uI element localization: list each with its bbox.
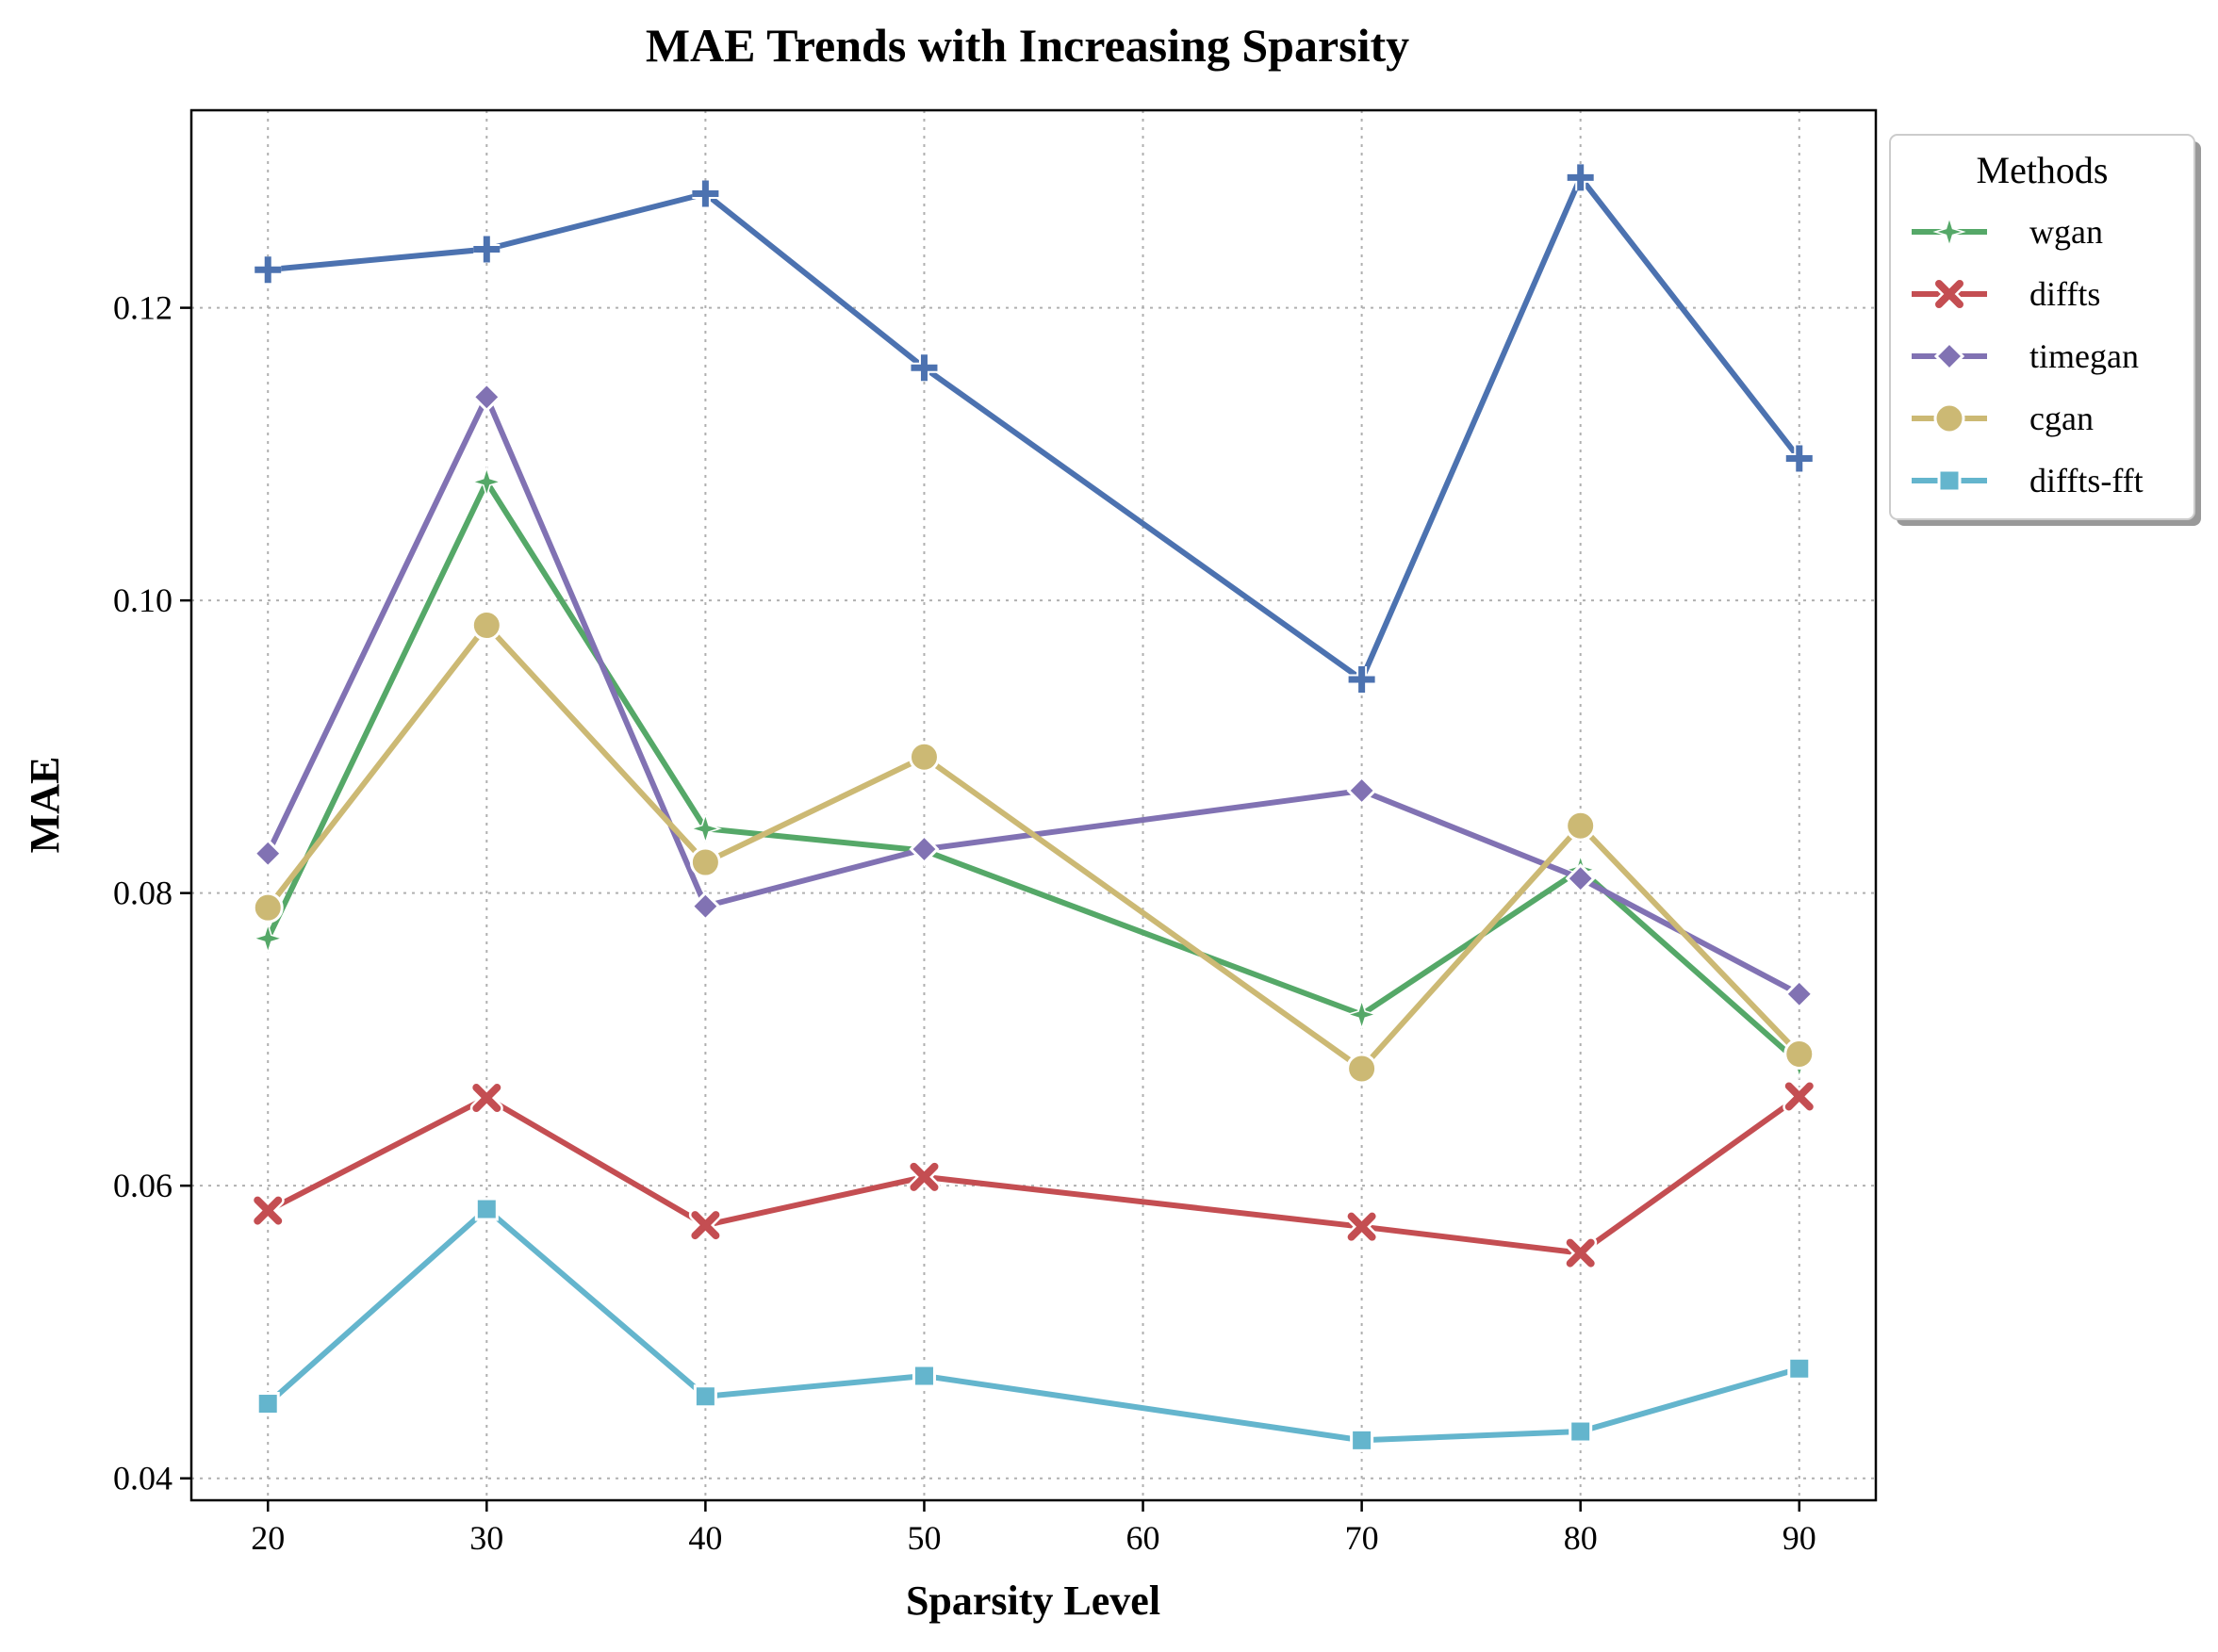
data-point-diffts-fft-5 <box>1569 1419 1593 1444</box>
data-point-wgan-2 <box>688 811 722 845</box>
x-axis-label: Sparsity Level <box>906 1578 1160 1624</box>
x-tick-label: 70 <box>1345 1519 1379 1557</box>
data-point-diffts-1 <box>469 1081 503 1115</box>
x-tick-label: 80 <box>1564 1519 1598 1557</box>
series-line-timegan <box>265 394 1802 997</box>
data-point-cgan-0 <box>252 891 284 924</box>
legend-item-timegan: timegan <box>1912 337 2139 375</box>
legend: Methods wgan diffts timegan cgan diffts-fft <box>1889 134 2201 526</box>
legend-label-cgan: cgan <box>2029 400 2094 437</box>
legend-marker-timegan <box>1933 340 1965 372</box>
data-point-diffts-5 <box>1564 1236 1598 1270</box>
data-point-cgan-4 <box>1346 1053 1378 1085</box>
legend-title: Methods <box>1977 149 2109 191</box>
data-point-cgan-3 <box>908 741 940 773</box>
y-tick-label: 0.10 <box>113 581 173 619</box>
data-point-timegan-1 <box>471 382 502 413</box>
chart-title: MAE Trends with Increasing Sparsity <box>646 19 1409 72</box>
legend-label-diffts: diffts <box>2029 275 2100 313</box>
data-point-diffts-fft-0 <box>255 1392 280 1416</box>
data-point-unlabeled-1 <box>473 236 501 263</box>
data-point-unlabeled-3 <box>911 354 938 382</box>
grid-lines <box>191 110 1876 1500</box>
data-point-diffts-0 <box>251 1194 285 1228</box>
data-point-timegan-0 <box>253 838 284 869</box>
series-diffts <box>251 1079 1816 1270</box>
legend-marker-diffts <box>1932 277 1966 311</box>
x-tick-label: 40 <box>688 1519 722 1557</box>
legend-item-wgan: wgan <box>1912 213 2103 251</box>
legend-label-diffts-fft: diffts-fft <box>2029 462 2144 499</box>
series-wgan <box>251 465 1816 1080</box>
y-tick-label: 0.08 <box>113 875 173 912</box>
data-point-unlabeled-4 <box>1348 665 1375 693</box>
series-unlabeled <box>255 164 1813 693</box>
data-point-diffts-fft-4 <box>1350 1428 1374 1452</box>
legend-item-diffts: diffts <box>1912 275 2100 313</box>
series-timegan <box>253 382 1815 1009</box>
data-point-timegan-4 <box>1346 775 1377 807</box>
data-point-cgan-1 <box>470 610 502 642</box>
data-point-timegan-2 <box>690 891 721 922</box>
legend-label-timegan: timegan <box>2029 337 2139 375</box>
data-point-timegan-5 <box>1565 863 1596 894</box>
legend-marker-cgan <box>1933 402 1965 434</box>
data-point-unlabeled-6 <box>1785 445 1813 472</box>
data-point-cgan-5 <box>1565 810 1597 842</box>
data-point-timegan-6 <box>1783 978 1815 1009</box>
legend-item-diffts-fft: diffts-fft <box>1912 462 2144 499</box>
x-tick-label: 30 <box>469 1519 503 1557</box>
data-point-wgan-4 <box>1345 997 1379 1032</box>
data-point-unlabeled-2 <box>692 180 719 207</box>
x-tick-label: 50 <box>907 1519 941 1557</box>
y-axis-label: MAE <box>22 757 68 854</box>
axis-ticks: 20 30 40 50 60 70 80 90 0.04 0.06 0.08 0.10 0.12 <box>113 289 1816 1557</box>
legend-label-wgan: wgan <box>2029 213 2103 251</box>
data-point-diffts-fft-6 <box>1787 1356 1812 1381</box>
series-layer <box>251 164 1816 1452</box>
data-point-diffts-4 <box>1345 1210 1379 1244</box>
data-point-diffts-2 <box>688 1208 722 1242</box>
data-point-diffts-fft-2 <box>693 1384 717 1409</box>
y-tick-label: 0.06 <box>113 1167 173 1204</box>
series-cgan <box>252 610 1815 1085</box>
series-line-cgan <box>265 622 1802 1071</box>
series-line-wgan <box>265 479 1802 1066</box>
data-point-unlabeled-5 <box>1567 164 1594 191</box>
data-point-wgan-1 <box>469 465 503 499</box>
legend-marker-wgan <box>1932 215 1966 249</box>
series-line-diffts <box>265 1093 1802 1256</box>
y-tick-label: 0.04 <box>113 1460 173 1497</box>
x-tick-label: 90 <box>1783 1519 1816 1557</box>
legend-item-cgan: cgan <box>1912 400 2094 437</box>
data-point-unlabeled-0 <box>255 256 282 284</box>
x-tick-label: 60 <box>1126 1519 1160 1557</box>
data-point-diffts-fft-1 <box>474 1197 499 1221</box>
data-point-diffts-3 <box>907 1160 941 1194</box>
data-point-cgan-6 <box>1783 1038 1815 1070</box>
plot-frame <box>189 108 1878 1502</box>
data-point-timegan-3 <box>909 833 940 865</box>
data-point-wgan-0 <box>251 922 285 956</box>
y-tick-label: 0.12 <box>113 289 173 327</box>
x-tick-label: 20 <box>251 1519 285 1557</box>
data-point-diffts-fft-3 <box>912 1364 936 1388</box>
data-point-diffts-6 <box>1783 1079 1816 1113</box>
legend-marker-diffts-fft <box>1937 468 1962 493</box>
data-point-cgan-2 <box>689 846 721 878</box>
series-diffts-fft <box>255 1197 1812 1452</box>
